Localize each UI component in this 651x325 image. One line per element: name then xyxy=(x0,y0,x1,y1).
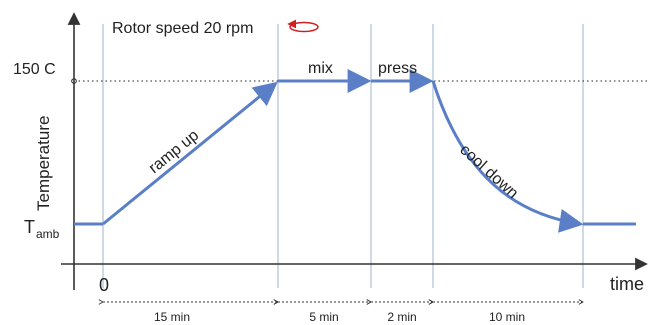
ramp-up-segment xyxy=(102,81,278,226)
time-origin-label: 0 xyxy=(99,275,109,295)
temperature-axis-label: Temperature xyxy=(34,116,53,211)
rotation-arrow-icon xyxy=(287,19,319,33)
press-label: press xyxy=(378,60,417,77)
rotor-speed-label: Rotor speed 20 rpm xyxy=(112,20,253,37)
ambient-temperature-main: T xyxy=(24,217,35,237)
duration-press-label: 2 min xyxy=(387,310,416,324)
ambient-temperature-label: Tamb xyxy=(24,217,60,241)
cool-down-curve xyxy=(431,80,584,233)
time-axis-label: time xyxy=(610,274,644,294)
duration-ramp-label: 15 min xyxy=(154,310,190,324)
temperature-150-label: 150 C xyxy=(13,61,56,78)
duration-cool-label: 10 min xyxy=(489,310,525,324)
duration-mix-label: 5 min xyxy=(309,310,338,324)
ambient-temperature-subscript: amb xyxy=(36,227,60,241)
cool-down-label: cool down xyxy=(456,141,521,202)
mix-label: mix xyxy=(308,60,333,77)
